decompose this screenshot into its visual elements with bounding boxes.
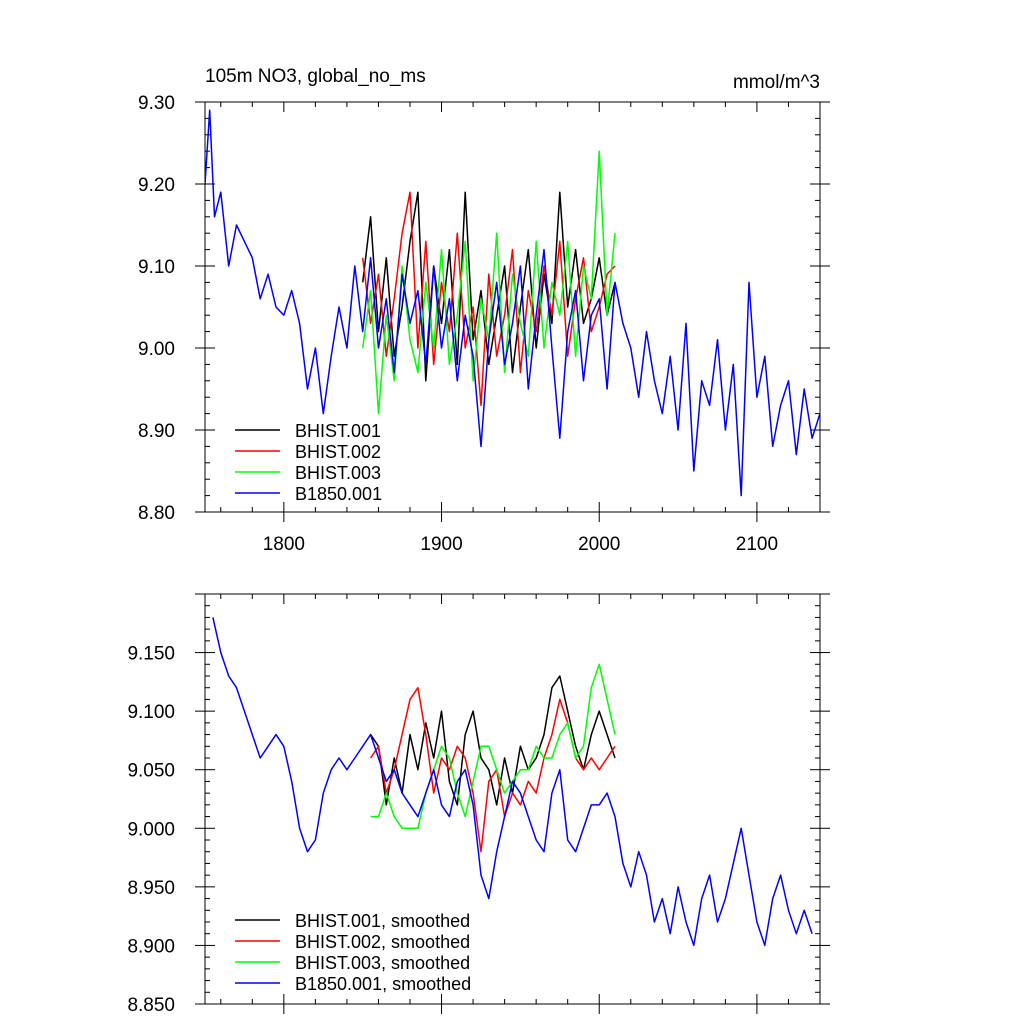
series-line-b1850-001-smoothed	[212, 617, 813, 947]
legend-label: B1850.001, smoothed	[295, 974, 471, 994]
y-tick-label: 8.900	[127, 936, 175, 957]
x-tick-label: 1900	[420, 534, 462, 555]
y-tick-label: 8.90	[138, 421, 175, 442]
series-line-bhist-001-smoothed	[369, 675, 616, 806]
x-tick-label: 2000	[578, 534, 620, 555]
legend-label: BHIST.001, smoothed	[295, 911, 470, 931]
x-tick-label: 1800	[263, 534, 305, 555]
legend-label: BHIST.003, smoothed	[295, 953, 470, 973]
legend-label: BHIST.001	[295, 421, 381, 441]
y-tick-label: 9.30	[138, 93, 175, 114]
y-tick-label: 9.150	[127, 644, 175, 665]
series-group	[205, 109, 820, 497]
series-line-bhist-003-smoothed	[370, 663, 616, 830]
y-tick-label: 9.100	[127, 702, 175, 723]
legend-label: BHIST.002	[295, 442, 381, 462]
units-label: mmol/m^3	[733, 72, 820, 93]
y-tick-label: 9.10	[138, 257, 175, 278]
top-panel: 1800 1900 2000 2100 8.80 8.90 9.00 9.10 9.20 9.30…	[138, 93, 830, 555]
plot-frame	[204, 101, 821, 513]
series-line-b1850-001	[205, 109, 820, 497]
series-line-bhist-002-smoothed	[369, 686, 616, 853]
y-tick-label: 9.20	[138, 175, 175, 196]
y-tick-label: 8.850	[127, 995, 175, 1016]
y-tick-label: 9.050	[127, 761, 175, 782]
plot-frame	[204, 593, 821, 1005]
series-group	[212, 617, 813, 947]
y-tick-label: 8.950	[127, 878, 175, 899]
legend-label: B1850.001	[295, 484, 382, 504]
bottom-panel: 8.850 8.900 8.950 9.000 9.050 9.100 9.150 BHIST…	[127, 593, 830, 1016]
y-tick-label: 9.000	[127, 819, 175, 840]
y-tick-label: 9.00	[138, 339, 175, 360]
legend-label: BHIST.003	[295, 463, 381, 483]
legend-label: BHIST.002, smoothed	[295, 932, 470, 952]
x-tick-label: 2100	[736, 534, 778, 555]
chart-title: 105m NO3, global_no_ms	[205, 66, 426, 87]
y-tick-label: 8.80	[138, 503, 175, 524]
